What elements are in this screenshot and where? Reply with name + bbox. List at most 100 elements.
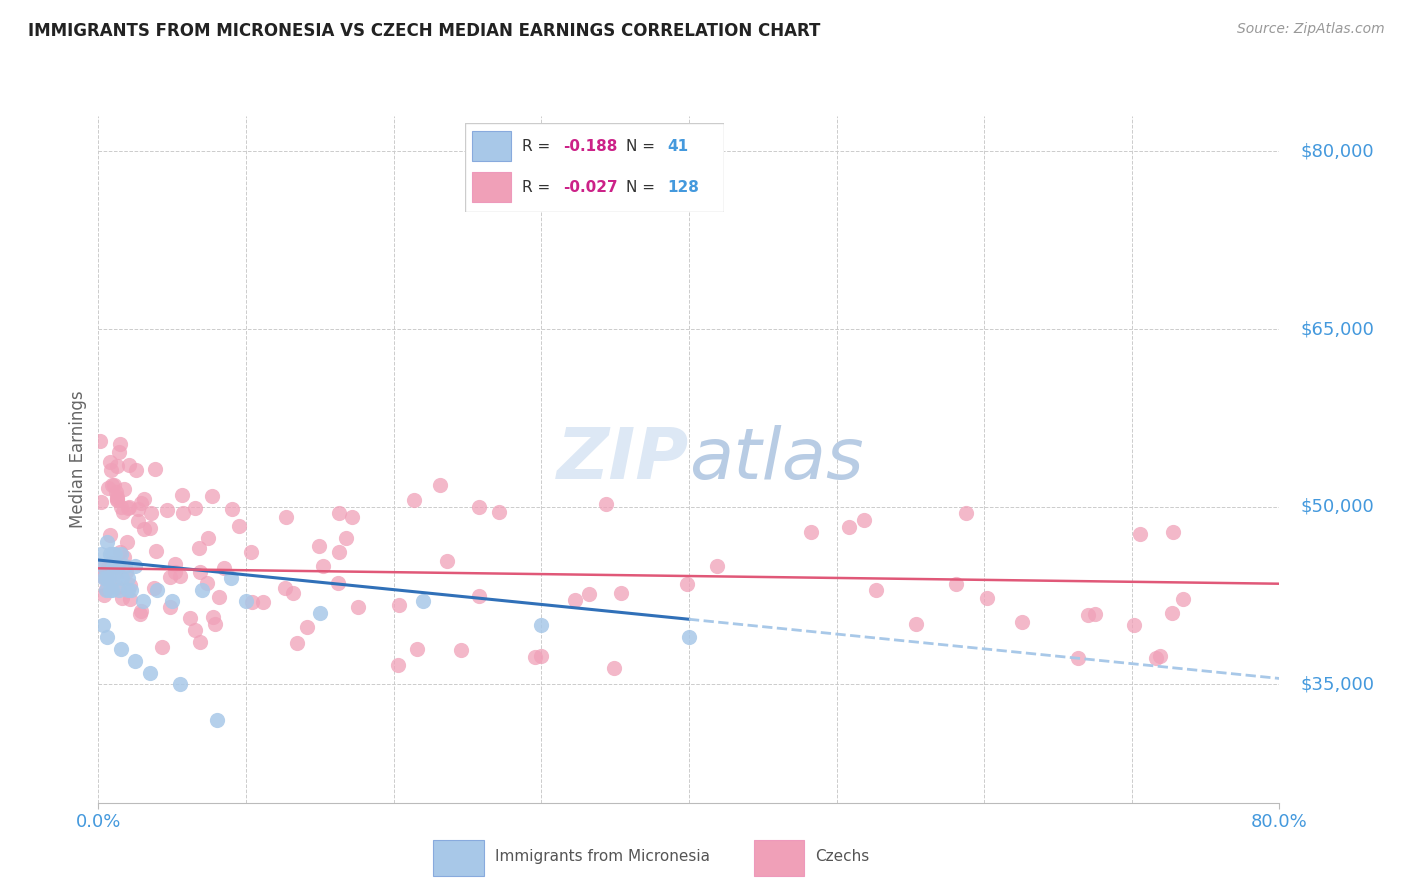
Point [326, 576, 349, 591]
Point [125, 463, 148, 477]
Point [240, 545, 263, 559]
Point [212, 561, 235, 575]
Point [184, 623, 207, 637]
Point [169, 677, 191, 691]
Point [242, 594, 264, 608]
Point [188, 566, 211, 580]
FancyBboxPatch shape [433, 840, 484, 876]
Point [945, 577, 967, 591]
Point [118, 578, 141, 592]
Point [117, 582, 139, 597]
Point [111, 591, 134, 605]
Point [94, 571, 117, 585]
Point [93, 571, 115, 585]
Point [406, 641, 429, 656]
Point [90, 559, 112, 574]
Point [188, 541, 211, 555]
Point [142, 582, 165, 596]
Point [108, 582, 131, 597]
Point [200, 490, 222, 504]
Point [107, 558, 129, 573]
Point [335, 531, 357, 545]
Point [97, 560, 120, 574]
Point [159, 569, 181, 583]
Point [195, 575, 218, 590]
Point [100, 556, 122, 570]
Text: Source: ZipAtlas.com: Source: ZipAtlas.com [1237, 22, 1385, 37]
Point [468, 500, 491, 515]
Text: $80,000: $80,000 [1301, 143, 1374, 161]
Point [98, 547, 121, 561]
Point [105, 490, 128, 504]
Point [108, 437, 131, 451]
Text: 41: 41 [668, 138, 689, 153]
Point [208, 591, 231, 605]
Point [117, 571, 139, 585]
Point [105, 571, 128, 585]
Point [98, 455, 121, 469]
Point [156, 503, 179, 517]
Point [124, 654, 146, 668]
Point [388, 598, 411, 612]
Point [112, 483, 135, 497]
Point [228, 518, 250, 533]
Point [111, 571, 134, 585]
Point [100, 478, 122, 492]
Point [564, 592, 586, 607]
Point [114, 558, 136, 573]
Point [112, 505, 135, 519]
Point [97, 482, 120, 496]
Point [120, 582, 142, 597]
Text: -0.188: -0.188 [564, 138, 617, 153]
Point [603, 661, 626, 675]
Point [201, 610, 224, 624]
Point [105, 493, 128, 508]
Text: $50,000: $50,000 [1301, 498, 1374, 516]
Point [163, 565, 186, 579]
Point [94, 571, 117, 585]
Point [328, 545, 350, 559]
Point [93, 589, 115, 603]
Point [170, 488, 193, 502]
Point [90, 569, 112, 583]
Point [853, 513, 876, 527]
Point [204, 616, 226, 631]
Point [955, 506, 977, 520]
Point [524, 649, 547, 664]
Point [436, 553, 458, 567]
Point [1011, 615, 1033, 629]
Point [120, 591, 142, 606]
Point [219, 571, 243, 585]
Point [98, 582, 121, 597]
Point [100, 462, 122, 476]
Point [976, 591, 998, 606]
Point [184, 501, 207, 516]
Point [103, 558, 125, 573]
Point [1077, 608, 1099, 623]
Point [103, 547, 125, 561]
Point [143, 462, 166, 476]
Point [274, 510, 297, 524]
Point [578, 586, 600, 600]
Point [1066, 651, 1088, 665]
Point [159, 600, 181, 615]
Point [387, 657, 409, 672]
Text: IMMIGRANTS FROM MICRONESIA VS CZECH MEDIAN EARNINGS CORRELATION CHART: IMMIGRANTS FROM MICRONESIA VS CZECH MEDI… [28, 22, 821, 40]
Point [110, 641, 132, 656]
Point [865, 583, 887, 598]
Point [129, 604, 152, 618]
Point [235, 594, 257, 608]
Point [1084, 607, 1107, 621]
Point [179, 611, 201, 625]
Point [706, 558, 728, 573]
Point [800, 525, 823, 540]
Point [188, 635, 211, 649]
FancyBboxPatch shape [472, 172, 512, 202]
Point [132, 594, 155, 608]
Point [108, 445, 131, 459]
Point [110, 545, 132, 559]
Point [285, 636, 308, 650]
Text: ZIP: ZIP [557, 425, 689, 494]
Text: R =: R = [522, 179, 555, 194]
Point [309, 607, 332, 621]
